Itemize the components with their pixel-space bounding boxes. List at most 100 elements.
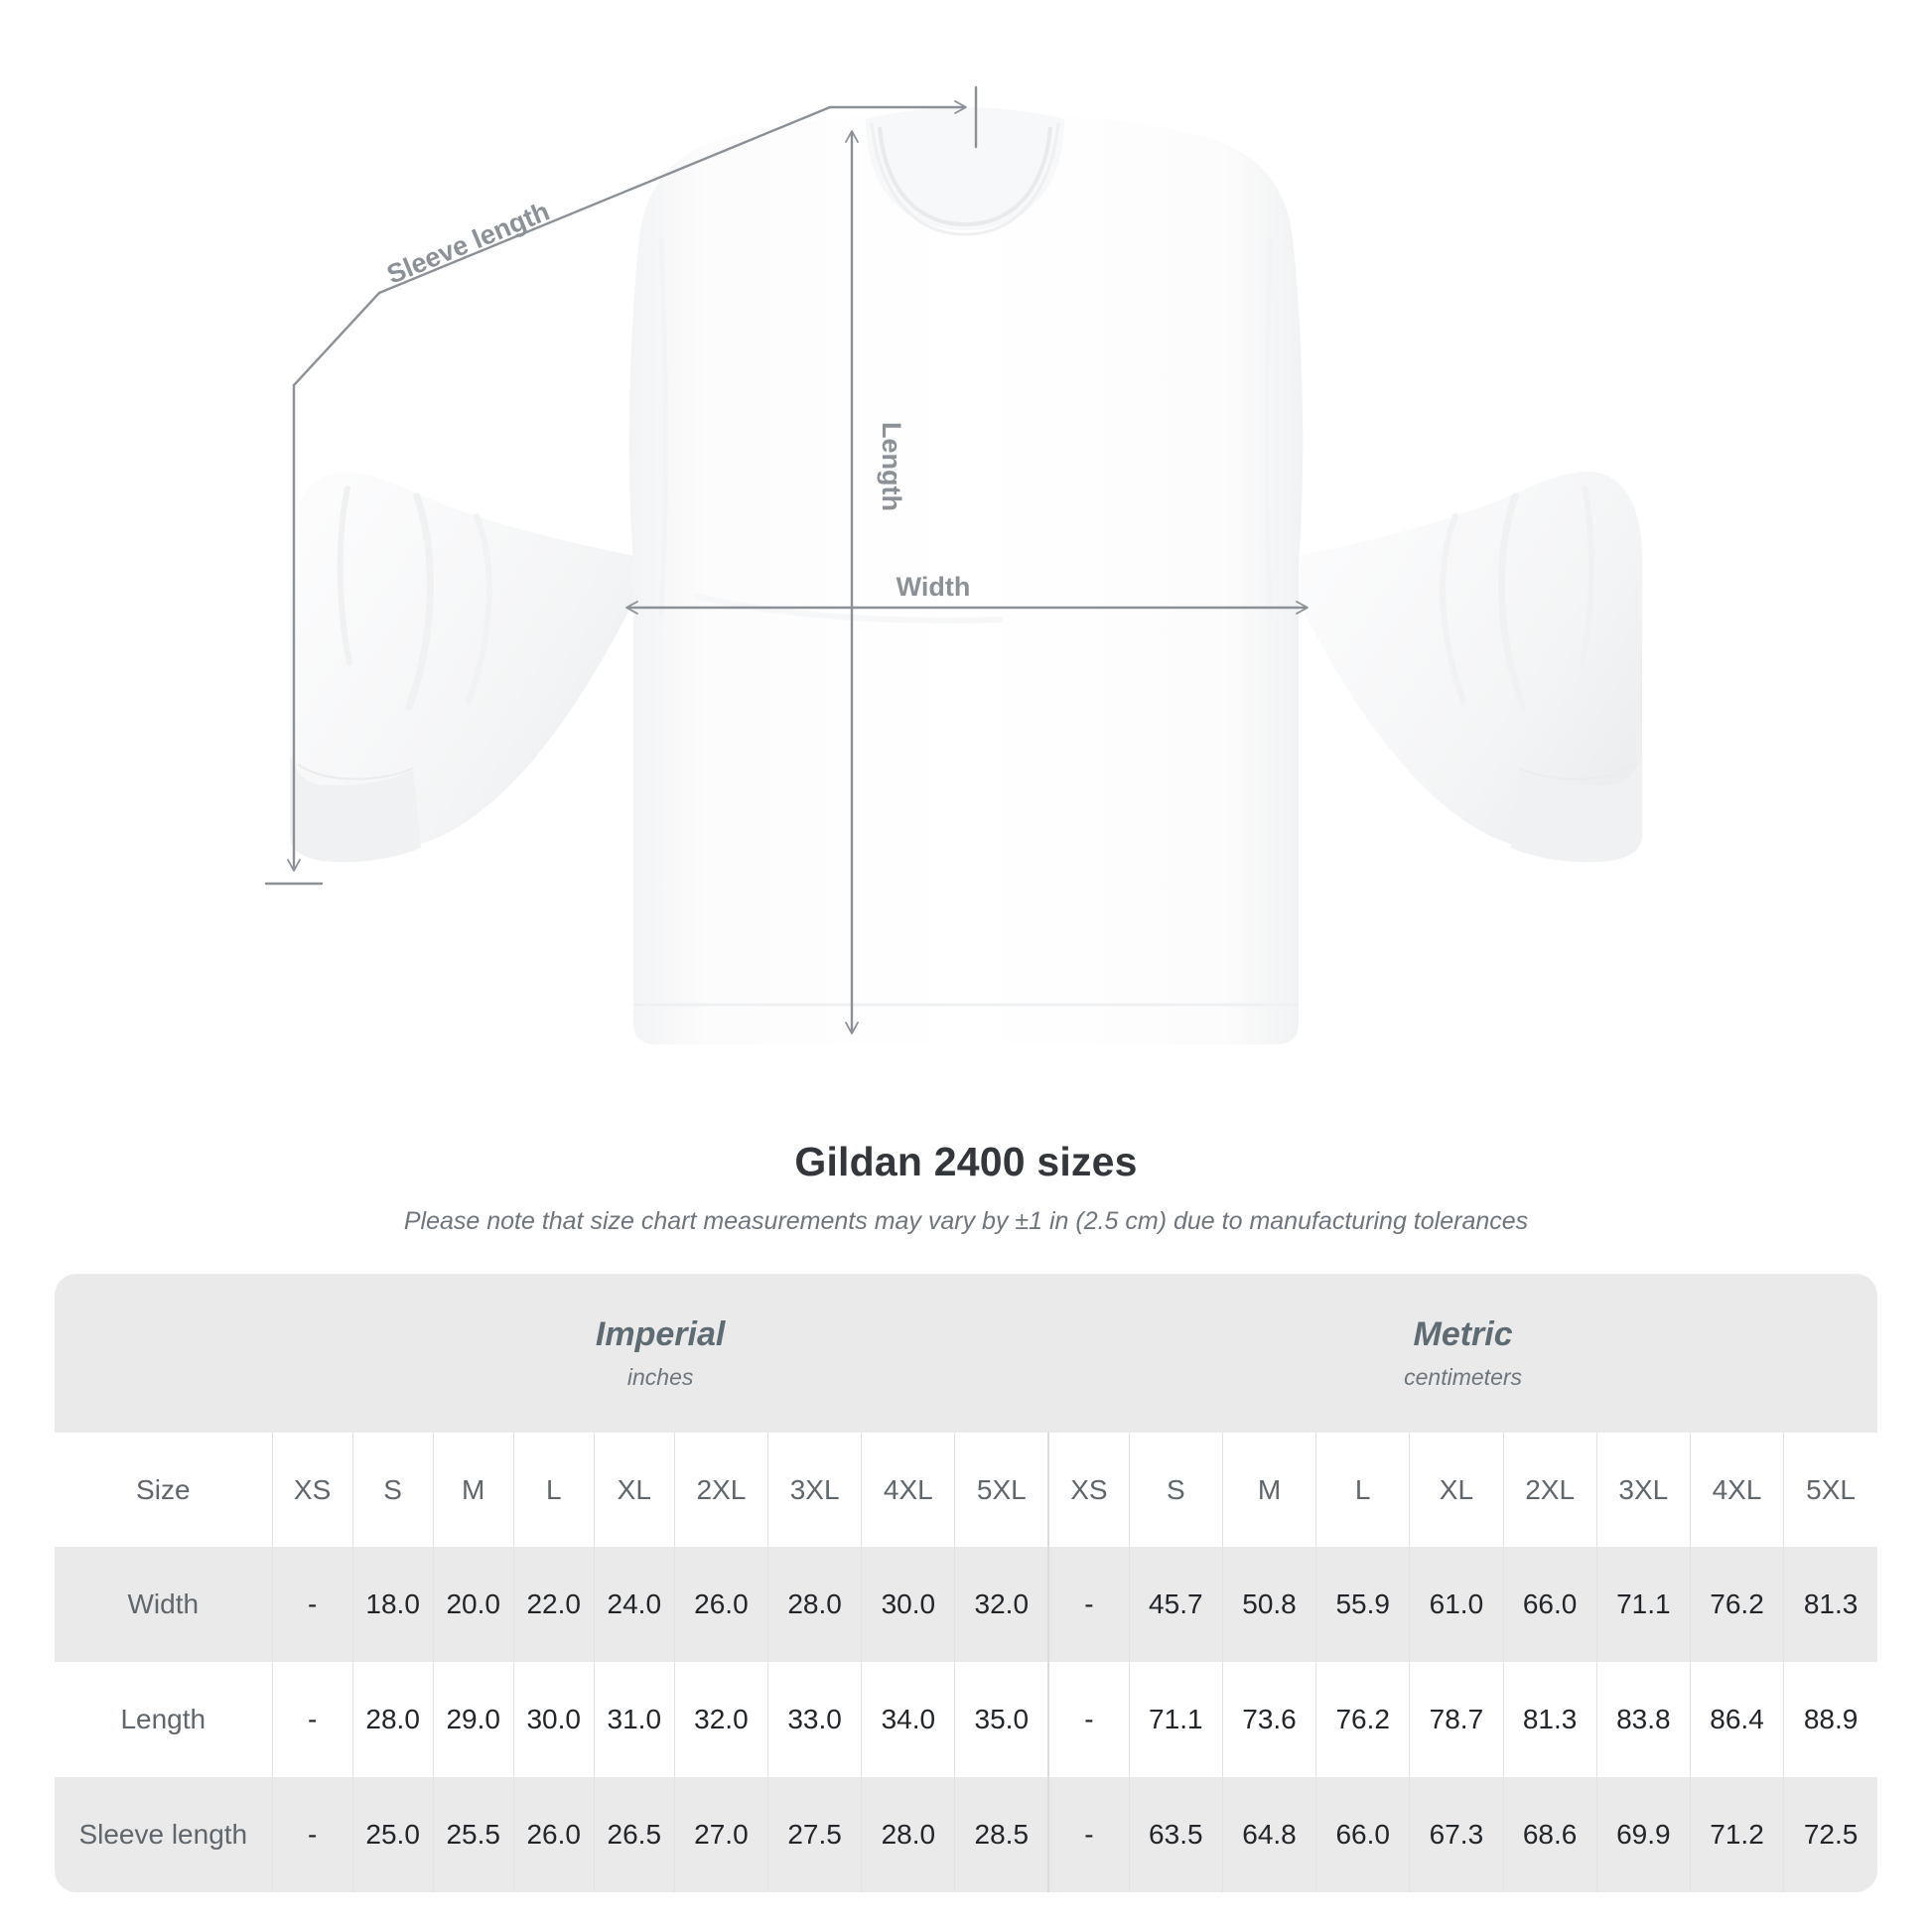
- table-row: Length - 28.0 29.0 30.0 31.0 32.0 33.0 3…: [55, 1662, 1877, 1777]
- size-chart-table-wrap: Imperial inches Metric centimeters Size …: [55, 1274, 1877, 1892]
- cell-length-metric-xs: -: [1047, 1662, 1130, 1777]
- cell-width-metric-3xl: 71.1: [1595, 1547, 1691, 1662]
- left-sleeve: [290, 472, 641, 863]
- cell-length-metric-m: 73.6: [1221, 1662, 1316, 1777]
- title-block: Gildan 2400 sizes Please note that size …: [0, 1137, 1932, 1238]
- cell-sleeve-metric-s: 63.5: [1128, 1777, 1223, 1892]
- cell-sleeve-imperial-xs: -: [271, 1777, 353, 1892]
- sleeve-length-dimension: [264, 85, 978, 886]
- size-header-metric-3xl: 3XL: [1595, 1433, 1691, 1547]
- width-label: Width: [897, 572, 971, 602]
- cell-length-imperial-3xl: 33.0: [767, 1662, 862, 1777]
- cell-sleeve-metric-3xl: 69.9: [1595, 1777, 1691, 1892]
- cell-sleeve-metric-xl: 67.3: [1409, 1777, 1504, 1892]
- unit-group-metric-sub: centimeters: [1404, 1364, 1523, 1391]
- unit-group-imperial: Imperial inches: [272, 1274, 1049, 1433]
- unit-group-metric: Metric centimeters: [1048, 1274, 1877, 1433]
- right-sleeve: [1291, 472, 1642, 863]
- size-header-metric-4xl: 4XL: [1689, 1433, 1784, 1547]
- cell-width-imperial-4xl: 30.0: [861, 1547, 955, 1662]
- unit-group-metric-name: Metric: [1413, 1315, 1513, 1354]
- cell-length-metric-s: 71.1: [1128, 1662, 1223, 1777]
- cell-sleeve-imperial-m: 25.5: [432, 1777, 514, 1892]
- cell-width-imperial-s: 18.0: [351, 1547, 434, 1662]
- size-header-imperial-xl: XL: [593, 1433, 675, 1547]
- cell-width-metric-5xl: 81.3: [1783, 1547, 1877, 1662]
- cell-length-metric-xl: 78.7: [1409, 1662, 1504, 1777]
- cell-sleeve-metric-5xl: 72.5: [1783, 1777, 1877, 1892]
- cell-width-imperial-5xl: 32.0: [954, 1547, 1049, 1662]
- garment-illustration: Sleeve length Length Width: [264, 85, 1642, 1044]
- size-header-metric-xs: XS: [1047, 1433, 1130, 1547]
- cell-width-metric-4xl: 76.2: [1689, 1547, 1784, 1662]
- cell-width-metric-xs: -: [1047, 1547, 1130, 1662]
- cell-sleeve-metric-xs: -: [1047, 1777, 1130, 1892]
- cell-sleeve-metric-2xl: 68.6: [1502, 1777, 1597, 1892]
- cell-width-metric-xl: 61.0: [1409, 1547, 1504, 1662]
- cell-width-imperial-xl: 24.0: [593, 1547, 675, 1662]
- cell-sleeve-imperial-3xl: 27.5: [767, 1777, 862, 1892]
- size-header-metric-xl: XL: [1409, 1433, 1504, 1547]
- size-header-imperial-3xl: 3XL: [767, 1433, 862, 1547]
- cell-length-metric-5xl: 88.9: [1783, 1662, 1877, 1777]
- cell-sleeve-metric-l: 66.0: [1315, 1777, 1410, 1892]
- cell-sleeve-imperial-xl: 26.5: [593, 1777, 675, 1892]
- cell-width-imperial-2xl: 26.0: [673, 1547, 768, 1662]
- cell-length-metric-3xl: 83.8: [1595, 1662, 1691, 1777]
- size-header-imperial-5xl: 5XL: [954, 1433, 1049, 1547]
- cell-length-imperial-m: 29.0: [432, 1662, 514, 1777]
- size-header-metric-2xl: 2XL: [1502, 1433, 1597, 1547]
- page-subtitle: Please note that size chart measurements…: [403, 1207, 1529, 1236]
- cell-width-imperial-3xl: 28.0: [767, 1547, 862, 1662]
- size-header-label: Size: [55, 1433, 273, 1547]
- cell-length-imperial-l: 30.0: [512, 1662, 595, 1777]
- page-title: Gildan 2400 sizes: [794, 1139, 1138, 1184]
- cell-sleeve-imperial-s: 25.0: [351, 1777, 434, 1892]
- cell-sleeve-imperial-2xl: 27.0: [673, 1777, 768, 1892]
- cell-length-imperial-5xl: 35.0: [954, 1662, 1049, 1777]
- size-chart-table: Imperial inches Metric centimeters Size …: [55, 1274, 1877, 1892]
- size-header-row: Size XS S M L XL 2XL 3XL 4XL 5XL XS S M …: [55, 1433, 1877, 1547]
- size-header-metric-5xl: 5XL: [1783, 1433, 1877, 1547]
- cell-width-imperial-m: 20.0: [432, 1547, 514, 1662]
- size-header-metric-l: L: [1315, 1433, 1410, 1547]
- size-header-imperial-xs: XS: [271, 1433, 353, 1547]
- unit-group-row: Imperial inches Metric centimeters: [55, 1274, 1877, 1433]
- cell-width-imperial-l: 22.0: [512, 1547, 595, 1662]
- size-header-metric-m: M: [1221, 1433, 1316, 1547]
- cell-width-metric-s: 45.7: [1128, 1547, 1223, 1662]
- size-header-imperial-4xl: 4XL: [861, 1433, 955, 1547]
- cell-length-imperial-2xl: 32.0: [673, 1662, 768, 1777]
- shirt-body: [628, 107, 1304, 1044]
- cell-length-imperial-s: 28.0: [351, 1662, 434, 1777]
- row-label-width: Width: [55, 1547, 273, 1662]
- cell-width-imperial-xs: -: [271, 1547, 353, 1662]
- cell-sleeve-imperial-l: 26.0: [512, 1777, 595, 1892]
- table-row: Width - 18.0 20.0 22.0 24.0 26.0 28.0 30…: [55, 1547, 1877, 1662]
- table-row: Sleeve length - 25.0 25.5 26.0 26.5 27.0…: [55, 1777, 1877, 1892]
- size-header-imperial-l: L: [512, 1433, 595, 1547]
- cell-sleeve-metric-4xl: 71.2: [1689, 1777, 1784, 1892]
- size-header-metric-s: S: [1128, 1433, 1223, 1547]
- length-label: Length: [877, 422, 906, 511]
- cell-length-imperial-4xl: 34.0: [861, 1662, 955, 1777]
- cell-sleeve-metric-m: 64.8: [1221, 1777, 1316, 1892]
- cell-length-imperial-xs: -: [271, 1662, 353, 1777]
- size-header-imperial-2xl: 2XL: [673, 1433, 768, 1547]
- unit-spacer-cell: [55, 1274, 273, 1433]
- cell-sleeve-imperial-5xl: 28.5: [954, 1777, 1049, 1892]
- unit-group-imperial-sub: inches: [626, 1364, 694, 1391]
- cell-length-metric-4xl: 86.4: [1689, 1662, 1784, 1777]
- row-label-length: Length: [55, 1662, 273, 1777]
- cell-length-imperial-xl: 31.0: [593, 1662, 675, 1777]
- cell-width-metric-m: 50.8: [1221, 1547, 1316, 1662]
- unit-group-imperial-name: Imperial: [595, 1315, 726, 1354]
- cell-length-metric-2xl: 81.3: [1502, 1662, 1597, 1777]
- size-header-imperial-s: S: [351, 1433, 434, 1547]
- cell-width-metric-l: 55.9: [1315, 1547, 1410, 1662]
- cell-sleeve-imperial-4xl: 28.0: [861, 1777, 955, 1892]
- sleeve-length-label: Sleeve length: [382, 197, 553, 290]
- row-label-sleeve-length: Sleeve length: [55, 1777, 273, 1892]
- cell-width-metric-2xl: 66.0: [1502, 1547, 1597, 1662]
- cell-length-metric-l: 76.2: [1315, 1662, 1410, 1777]
